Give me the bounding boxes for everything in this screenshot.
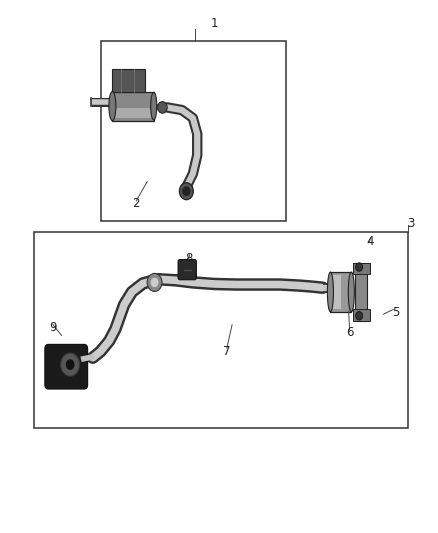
Circle shape — [180, 183, 193, 200]
Bar — [353, 263, 370, 274]
Ellipse shape — [151, 92, 157, 120]
Circle shape — [60, 353, 80, 376]
Bar — [115, 109, 152, 118]
Text: 3: 3 — [407, 216, 414, 230]
Ellipse shape — [327, 272, 333, 312]
Circle shape — [158, 102, 167, 114]
Text: 1: 1 — [211, 17, 219, 30]
Ellipse shape — [109, 92, 116, 120]
Ellipse shape — [348, 272, 354, 312]
Bar — [330, 272, 351, 312]
Bar — [113, 69, 145, 92]
Text: 4: 4 — [367, 235, 374, 248]
Bar — [113, 92, 154, 120]
Text: 2: 2 — [133, 197, 140, 211]
Bar — [355, 263, 367, 321]
Text: 8: 8 — [186, 252, 193, 264]
Circle shape — [66, 359, 74, 370]
Text: 9: 9 — [49, 321, 57, 334]
Text: 6: 6 — [346, 326, 353, 340]
Bar — [353, 310, 370, 321]
FancyBboxPatch shape — [178, 260, 196, 280]
Circle shape — [356, 312, 363, 320]
Circle shape — [147, 273, 162, 292]
Circle shape — [356, 263, 363, 271]
Text: 5: 5 — [392, 306, 400, 319]
Bar — [34, 232, 408, 428]
Bar — [332, 274, 341, 309]
Circle shape — [183, 187, 190, 196]
FancyBboxPatch shape — [45, 344, 88, 389]
Circle shape — [151, 278, 159, 287]
Text: 7: 7 — [223, 345, 230, 358]
Bar — [102, 41, 286, 221]
